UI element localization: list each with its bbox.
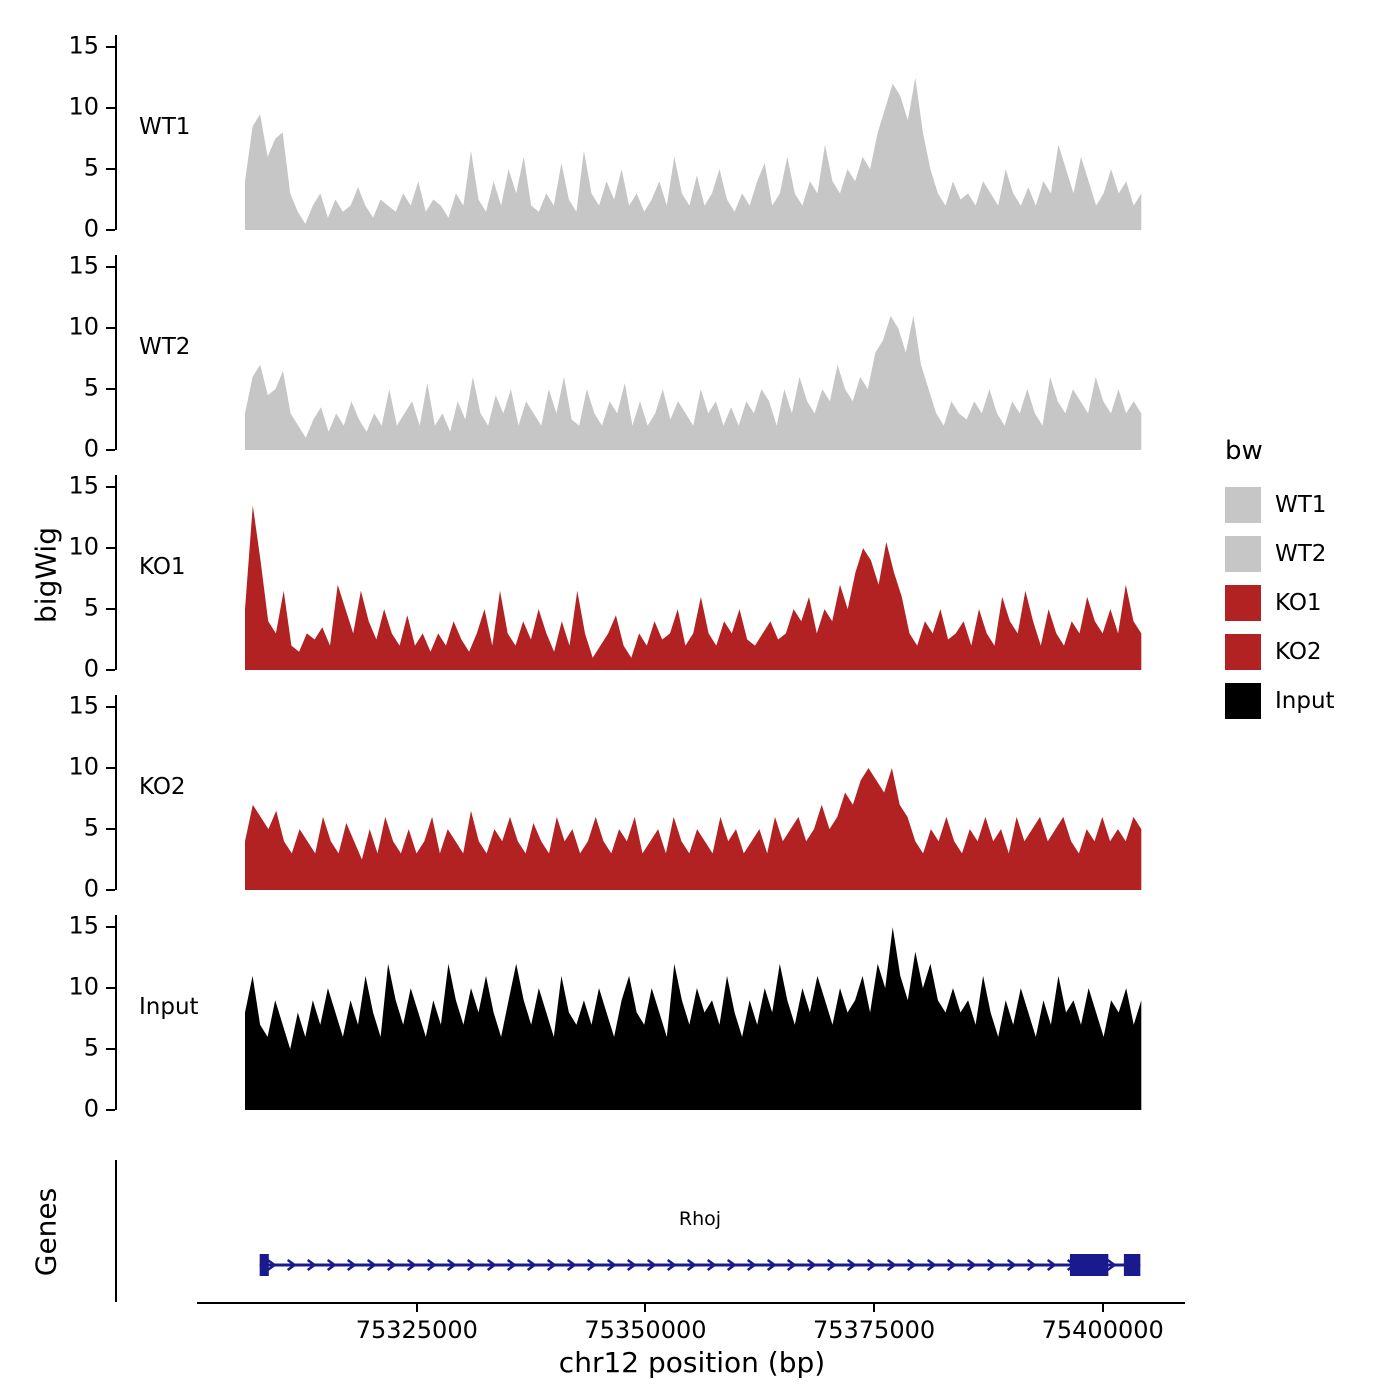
y-tick-mark [106,266,115,269]
x-axis-title: chr12 position (bp) [558,1346,826,1379]
y-tick-label: 0 [83,654,99,683]
legend-title: bw [1225,436,1263,466]
y-tick-label: 15 [68,471,99,500]
y-tick-mark [106,828,115,831]
gene-name-label: Rhoj [678,1208,722,1230]
coverage-area-ko1 [245,505,1142,670]
y-tick-label: 0 [83,874,99,903]
y-tick-label: 10 [68,972,99,1001]
y-tick-mark [106,608,115,611]
legend-entries: WT1 WT2 KO1 KO2 Input [1225,480,1335,725]
y-tick-mark [106,388,115,391]
y-tick-mark [106,987,115,990]
y-tick-mark [106,449,115,451]
track-label: KO1 [139,553,186,580]
y-tick-mark [106,107,115,110]
x-tick-mark [644,1302,647,1312]
legend-entry-label: WT2 [1275,540,1327,567]
legend-entry-label: KO1 [1275,589,1322,616]
y-tick-mark [106,46,115,49]
y-tick-mark [106,706,115,709]
x-tick-mark [873,1302,876,1312]
track-label: WT1 [139,113,191,140]
legend-swatch-icon [1225,584,1261,621]
y-tick-label: 0 [83,214,99,243]
y-tick-mark [106,1109,115,1111]
track-panel-ko1: 0 5 10 15 KO1 [68,472,1187,683]
track-label: Input [139,993,199,1020]
track-label: WT2 [139,333,191,360]
track-panel-input: 0 5 10 15 Input [68,912,1187,1123]
y-tick-mark [106,486,115,489]
y-tick-mark [106,767,115,770]
legend-entry-input: Input [1225,676,1335,725]
track-panel-wt2: 0 5 10 15 WT2 [68,252,1187,463]
track-label: KO2 [139,773,186,800]
y-tick-label: 10 [68,752,99,781]
y-tick-mark [106,547,115,550]
y-tick-mark [106,669,115,671]
legend-entry-label: KO2 [1275,638,1322,665]
legend-entry-label: WT1 [1275,491,1327,518]
legend-swatch-icon [1225,486,1261,523]
legend-entry-ko2: KO2 [1225,627,1335,676]
x-tick-label: 75350000 [584,1316,707,1344]
coverage-area-ko2 [245,768,1142,890]
y-axis-title: bigWig [29,527,63,623]
y-tick-mark [106,1048,115,1051]
y-tick-label: 15 [68,31,99,60]
x-tick-label: 75400000 [1041,1316,1164,1344]
track-panel-ko2: 0 5 10 15 KO2 [68,692,1187,903]
y-tick-mark [106,889,115,891]
x-axis-line [197,1302,1185,1304]
legend-entry-wt1: WT1 [1225,480,1335,529]
y-tick-label: 5 [83,813,99,842]
genes-panel: Rhoj [115,1160,1187,1302]
y-tick-label: 0 [83,1094,99,1123]
y-tick-label: 10 [68,532,99,561]
y-tick-label: 0 [83,434,99,463]
gene-model [259,1254,1141,1276]
y-tick-label: 5 [83,153,99,182]
track-panel-wt1: 0 5 10 15 WT1 [68,32,1187,243]
x-tick-mark [1101,1302,1104,1312]
legend-entry-ko1: KO1 [1225,578,1335,627]
legend-swatch-icon [1225,682,1261,719]
legend-swatch-icon [1225,633,1261,670]
y-tick-mark [106,229,115,231]
x-tick-mark [415,1302,418,1312]
y-tick-mark [106,327,115,330]
y-tick-label: 5 [83,593,99,622]
legend: bw WT1 WT2 KO1 KO2 Input [1225,436,1335,725]
legend-entry-wt2: WT2 [1225,529,1335,578]
y-tick-label: 10 [68,312,99,341]
genes-axis-title: Genes [29,1187,63,1277]
y-tick-label: 10 [68,92,99,121]
y-tick-mark [106,926,115,929]
x-tick-label: 75325000 [355,1316,478,1344]
y-tick-label: 15 [68,691,99,720]
x-tick-label: 75375000 [812,1316,936,1344]
coverage-area-wt2 [245,315,1142,450]
coverage-area-input [245,927,1142,1110]
coverage-area-wt1 [245,77,1142,230]
legend-entry-label: Input [1275,687,1335,714]
y-tick-mark [106,168,115,171]
legend-swatch-icon [1225,535,1261,572]
y-tick-label: 15 [68,911,99,940]
y-tick-label: 15 [68,251,99,280]
y-tick-label: 5 [83,1033,99,1062]
y-tick-label: 5 [83,373,99,402]
